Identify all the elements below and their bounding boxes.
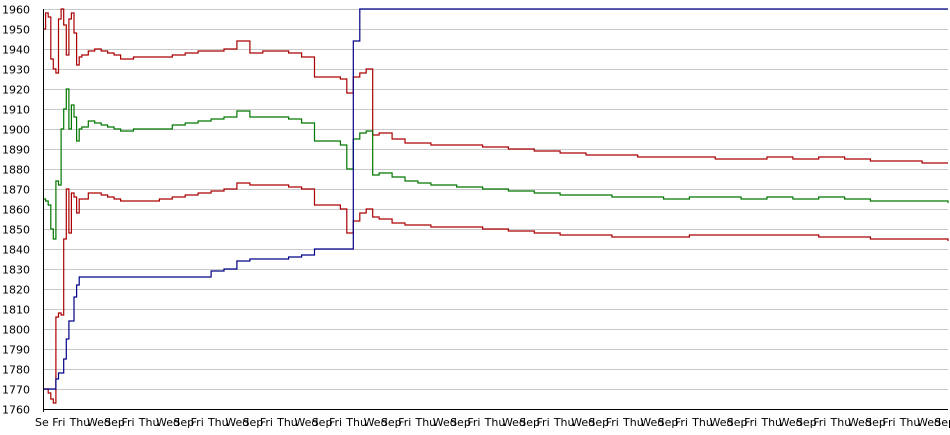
series-line-price	[43, 8, 948, 390]
y-tick-label: 1800	[2, 324, 30, 337]
x-tick-label: Wed	[848, 416, 872, 429]
x-tick-label: Fri	[191, 416, 204, 429]
x-tick-label: Thu	[414, 416, 436, 429]
y-tick-label: 1950	[2, 24, 30, 37]
x-tick-label: Wed	[156, 416, 180, 429]
x-tick-label: Fri	[606, 416, 619, 429]
y-tick-label: 1900	[2, 124, 30, 137]
y-tick-label: 1760	[2, 404, 30, 417]
grid-layer	[43, 9, 948, 410]
x-tick-label: Fri	[329, 416, 342, 429]
x-tick-label: Sep	[104, 416, 125, 429]
x-tick-label: Sep	[173, 416, 194, 429]
x-tick-label: Thu	[138, 416, 160, 429]
x-tick-label: Thu	[830, 416, 852, 429]
y-tick-label: 1790	[2, 344, 30, 357]
y-tick-label: 1870	[2, 184, 30, 197]
x-tick-label: Wed	[502, 416, 526, 429]
y-tick-label: 1780	[2, 364, 30, 377]
x-tick-label: Fri	[260, 416, 273, 429]
x-tick-label: Wed	[294, 416, 318, 429]
x-tick-label: Thu	[69, 416, 91, 429]
x-tick-label: Thu	[622, 416, 644, 429]
x-tick-label: Sep	[519, 416, 540, 429]
y-tick-label: 1770	[2, 384, 30, 397]
x-tick-label: Sep	[381, 416, 402, 429]
x-tick-label: Thu	[760, 416, 782, 429]
x-tick-label: Thu	[207, 416, 229, 429]
x-tick-label: Fri	[744, 416, 757, 429]
y-tick-label: 1850	[2, 224, 30, 237]
x-tick-label: Fri	[882, 416, 895, 429]
x-tick-label: Sep	[588, 416, 609, 429]
x-tick-label: Thu	[276, 416, 298, 429]
x-tick-label: Sep	[934, 416, 950, 429]
y-tick-label: 1820	[2, 284, 30, 297]
y-tick-label: 1830	[2, 264, 30, 277]
x-tick-label: Fri	[467, 416, 480, 429]
series-line-middle-band	[43, 88, 949, 240]
x-tick-label: Thu	[553, 416, 575, 429]
y-tick-label: 1890	[2, 144, 30, 157]
x-tick-label: Fri	[813, 416, 826, 429]
series-line-upper-band	[43, 8, 948, 164]
y-tick-label: 1920	[2, 84, 30, 97]
x-tick-label: Wed	[779, 416, 803, 429]
x-tick-label: Thu	[484, 416, 506, 429]
x-tick-label: Thu	[691, 416, 713, 429]
y-tick-label: 1880	[2, 164, 30, 177]
x-tick-label: Sep	[450, 416, 471, 429]
y-tick-label: 1960	[2, 4, 30, 17]
x-tick-label: Wed	[571, 416, 595, 429]
x-tick-label: Wed	[364, 416, 388, 429]
y-tick-label: 1810	[2, 304, 30, 317]
x-tick-label: Fri	[121, 416, 134, 429]
x-tick-label: Wed	[87, 416, 111, 429]
axis-layer: 1760 1770 1780 1790 1800 1810 1820 1830 1840 1850…	[2, 4, 950, 430]
x-tick-label: Sep	[243, 416, 264, 429]
y-tick-label: 1840	[2, 244, 30, 257]
x-tick-label: Fri	[675, 416, 688, 429]
x-tick-label: Wed	[433, 416, 457, 429]
x-tick-label: Se	[35, 416, 49, 429]
y-tick-label: 1930	[2, 64, 30, 77]
x-tick-label: Sep	[658, 416, 679, 429]
x-tick-label: Fri	[537, 416, 550, 429]
y-tick-label: 1940	[2, 44, 30, 57]
x-tick-label: Wed	[709, 416, 733, 429]
x-tick-label: Thu	[899, 416, 921, 429]
x-tick-label: Thu	[345, 416, 367, 429]
x-tick-label: Sep	[312, 416, 333, 429]
x-tick-label: Sep	[727, 416, 748, 429]
y-tick-label: 1910	[2, 104, 30, 117]
x-tick-label: Wed	[225, 416, 249, 429]
x-tick-label: Wed	[640, 416, 664, 429]
x-tick-label: Wed	[917, 416, 941, 429]
series-layer	[43, 8, 949, 404]
series-line-lower-band	[43, 182, 949, 404]
y-tick-label: 1860	[2, 204, 30, 217]
x-tick-label: Sep	[865, 416, 886, 429]
x-tick-label: Fri	[398, 416, 411, 429]
x-tick-label: Sep	[796, 416, 817, 429]
x-tick-label: Fri	[52, 416, 65, 429]
